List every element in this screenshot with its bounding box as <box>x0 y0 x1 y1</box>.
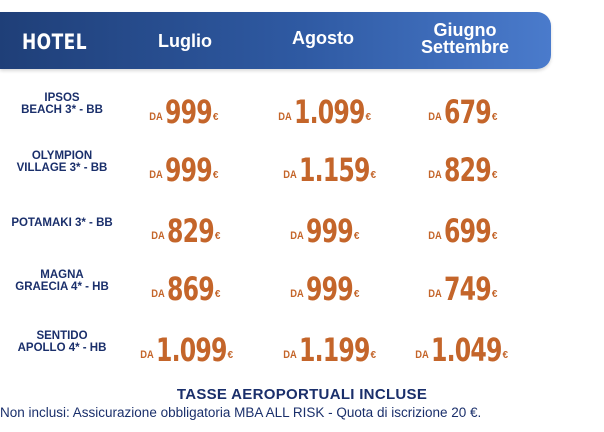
currency-symbol: € <box>353 289 360 300</box>
footer-title: TASSE AEROPORTUALI INCLUSE <box>176 386 428 403</box>
price-cell: DA 679 € <box>427 92 497 128</box>
price-cell: DA 749 € <box>427 269 497 305</box>
price-value: 829 <box>166 212 215 250</box>
header-hotel: HOTEL <box>22 30 87 54</box>
currency-symbol: € <box>214 231 221 242</box>
header-giugno-settembre-text: Giugno Settembre <box>420 20 510 57</box>
currency-symbol: € <box>491 231 498 242</box>
currency-symbol: € <box>502 350 509 361</box>
price-value: 999 <box>305 212 354 250</box>
price-prefix: DA <box>415 349 429 361</box>
hotel-name: IPSOS BEACH 3* - BB <box>21 92 103 116</box>
header-giugno-settembre: Giugno Settembre <box>406 20 524 57</box>
currency-symbol: € <box>227 350 234 361</box>
price-prefix: DA <box>149 169 163 181</box>
price-cell: DA 1.099 € <box>139 330 233 366</box>
price-value: 829 <box>443 151 492 189</box>
header-agosto: Agosto <box>292 28 354 48</box>
price-prefix: DA <box>428 111 442 123</box>
price-value: 749 <box>443 270 492 308</box>
hotel-name: MAGNA GRAECIA 4* - HB <box>15 269 109 293</box>
price-cell: DA 999 € <box>148 92 218 128</box>
price-cell: DA 829 € <box>427 150 497 186</box>
table-row: OLYMPION VILLAGE 3* - BB DA 999 € DA 1.159 € DA… <box>0 150 604 210</box>
price-prefix: DA <box>428 230 442 242</box>
price-value: 999 <box>164 151 213 189</box>
currency-symbol: € <box>491 289 498 300</box>
price-value: 1.099 <box>155 331 227 369</box>
currency-symbol: € <box>353 231 360 242</box>
price-value: 999 <box>164 93 213 131</box>
table-header: HOTEL Luglio Agosto Giugno Settembre <box>0 12 551 69</box>
price-value: 699 <box>443 212 492 250</box>
currency-symbol: € <box>491 112 498 123</box>
header-luglio: Luglio <box>158 31 212 51</box>
price-value: 679 <box>443 93 492 131</box>
currency-symbol: € <box>212 170 219 181</box>
price-prefix: DA <box>151 288 165 300</box>
price-prefix: DA <box>283 349 297 361</box>
price-cell: DA 699 € <box>427 211 497 247</box>
price-cell: DA 829 € <box>150 211 220 247</box>
table-row: IPSOS BEACH 3* - BB DA 999 € DA 1.099 € DA 679 € <box>0 92 604 152</box>
price-value: 1.159 <box>298 151 370 189</box>
price-cell: DA 999 € <box>289 269 359 305</box>
price-prefix: DA <box>428 169 442 181</box>
price-cell: DA 1.049 € <box>414 330 508 366</box>
hotel-name: OLYMPION VILLAGE 3* - BB <box>16 150 108 174</box>
price-cell: DA 1.099 € <box>277 92 371 128</box>
price-prefix: DA <box>428 288 442 300</box>
price-cell: DA 999 € <box>148 150 218 186</box>
currency-symbol: € <box>214 289 221 300</box>
price-cell: DA 869 € <box>150 269 220 305</box>
price-prefix: DA <box>278 111 292 123</box>
table-row: POTAMAKI 3* - BB DA 829 € DA 999 € DA 699 € <box>0 211 604 271</box>
price-value: 1.099 <box>293 93 365 131</box>
currency-symbol: € <box>491 170 498 181</box>
price-value: 1.199 <box>298 331 370 369</box>
price-prefix: DA <box>290 230 304 242</box>
price-value: 1.049 <box>430 331 502 369</box>
hotel-name: SENTIDO APOLLO 4* - HB <box>17 330 107 354</box>
price-value: 869 <box>166 270 215 308</box>
currency-symbol: € <box>370 170 377 181</box>
price-prefix: DA <box>151 230 165 242</box>
price-cell: DA 1.199 € <box>282 330 376 366</box>
currency-symbol: € <box>365 112 372 123</box>
price-cell: DA 1.159 € <box>282 150 376 186</box>
currency-symbol: € <box>370 350 377 361</box>
price-prefix: DA <box>140 349 154 361</box>
price-prefix: DA <box>290 288 304 300</box>
price-prefix: DA <box>149 111 163 123</box>
table-row: SENTIDO APOLLO 4* - HB DA 1.099 € DA 1.199 € DA… <box>0 330 604 390</box>
price-value: 999 <box>305 270 354 308</box>
table-row: MAGNA GRAECIA 4* - HB DA 869 € DA 999 € DA 749 € <box>0 269 604 329</box>
currency-symbol: € <box>212 112 219 123</box>
hotel-name: POTAMAKI 3* - BB <box>11 217 113 229</box>
footer-note: Non inclusi: Assicurazione obbligatoria … <box>0 405 482 420</box>
price-prefix: DA <box>283 169 297 181</box>
price-cell: DA 999 € <box>289 211 359 247</box>
